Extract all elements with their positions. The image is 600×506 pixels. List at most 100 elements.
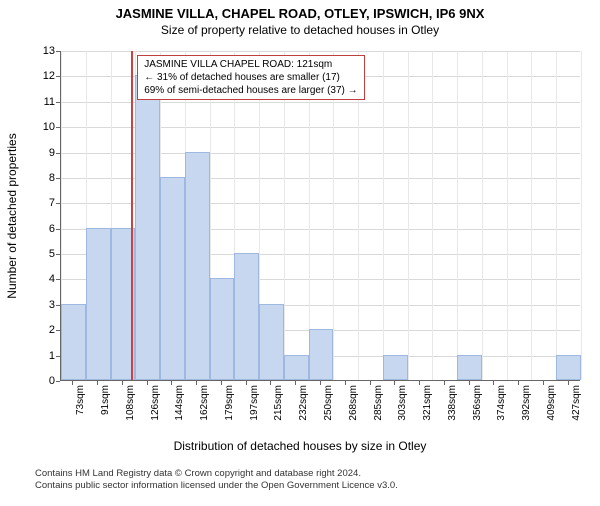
histogram-bar — [457, 355, 482, 380]
y-tick-mark — [56, 356, 60, 357]
x-tick-label: 285sqm — [373, 385, 384, 421]
y-tick-mark — [56, 203, 60, 204]
y-tick-label: 0 — [25, 375, 55, 387]
x-tick-mark — [221, 381, 222, 385]
gridline-v — [383, 51, 384, 380]
y-tick-mark — [56, 153, 60, 154]
y-tick-label: 8 — [25, 172, 55, 184]
footer-attribution: Contains HM Land Registry data © Crown c… — [35, 468, 398, 493]
gridline-v — [408, 51, 409, 380]
info-box-line: JASMINE VILLA CHAPEL ROAD: 121sqm — [144, 58, 357, 71]
x-tick-label: 268sqm — [348, 385, 359, 421]
gridline-h — [61, 51, 580, 52]
x-tick-mark — [147, 381, 148, 385]
histogram-bar — [284, 355, 309, 380]
x-tick-label: 108sqm — [125, 385, 136, 421]
y-tick-label: 12 — [25, 70, 55, 82]
x-tick-label: 232sqm — [298, 385, 309, 421]
gridline-v — [482, 51, 483, 380]
y-tick-mark — [56, 102, 60, 103]
y-tick-label: 11 — [25, 96, 55, 108]
info-box: JASMINE VILLA CHAPEL ROAD: 121sqm← 31% o… — [137, 55, 364, 100]
footer-line1: Contains HM Land Registry data © Crown c… — [35, 468, 398, 480]
y-axis-title: Number of detached properties — [5, 133, 19, 298]
y-tick-mark — [56, 76, 60, 77]
x-tick-label: 356sqm — [472, 385, 483, 421]
y-tick-mark — [56, 279, 60, 280]
histogram-bar — [86, 228, 111, 380]
x-tick-mark — [568, 381, 569, 385]
x-tick-mark — [518, 381, 519, 385]
x-tick-label: 73sqm — [75, 385, 86, 415]
x-tick-label: 303sqm — [397, 385, 408, 421]
x-tick-mark — [419, 381, 420, 385]
plot-area: JASMINE VILLA CHAPEL ROAD: 121sqm← 31% o… — [60, 51, 580, 381]
x-tick-label: 197sqm — [249, 385, 260, 421]
x-tick-mark — [196, 381, 197, 385]
x-tick-mark — [246, 381, 247, 385]
histogram-bar — [234, 253, 259, 380]
x-axis-title: Distribution of detached houses by size … — [0, 439, 600, 453]
gridline-v — [531, 51, 532, 380]
histogram-bar — [259, 304, 284, 380]
y-tick-mark — [56, 229, 60, 230]
x-tick-mark — [444, 381, 445, 385]
x-tick-mark — [469, 381, 470, 385]
x-tick-mark — [270, 381, 271, 385]
histogram-bar — [210, 278, 235, 380]
x-tick-label: 409sqm — [546, 385, 557, 421]
info-box-line: 69% of semi-detached houses are larger (… — [144, 84, 357, 97]
y-tick-label: 7 — [25, 197, 55, 209]
x-tick-label: 374sqm — [496, 385, 507, 421]
y-tick-mark — [56, 330, 60, 331]
x-tick-label: 392sqm — [521, 385, 532, 421]
x-tick-label: 91sqm — [100, 385, 111, 415]
y-tick-label: 13 — [25, 45, 55, 57]
y-tick-mark — [56, 381, 60, 382]
x-tick-label: 144sqm — [174, 385, 185, 421]
y-tick-label: 9 — [25, 147, 55, 159]
y-tick-mark — [56, 51, 60, 52]
gridline-v — [284, 51, 285, 380]
y-tick-mark — [56, 127, 60, 128]
y-tick-label: 10 — [25, 121, 55, 133]
x-tick-mark — [122, 381, 123, 385]
y-tick-mark — [56, 305, 60, 306]
histogram-bar — [383, 355, 408, 380]
x-tick-mark — [394, 381, 395, 385]
x-tick-label: 126sqm — [150, 385, 161, 421]
histogram-bar — [135, 75, 160, 380]
gridline-v — [556, 51, 557, 380]
gridline-v — [581, 51, 582, 380]
x-tick-mark — [493, 381, 494, 385]
x-tick-mark — [171, 381, 172, 385]
x-tick-mark — [345, 381, 346, 385]
y-tick-label: 4 — [25, 273, 55, 285]
gridline-v — [507, 51, 508, 380]
x-tick-mark — [320, 381, 321, 385]
x-tick-label: 338sqm — [447, 385, 458, 421]
histogram-bar — [160, 177, 185, 380]
footer-line2: Contains public sector information licen… — [35, 480, 398, 492]
histogram-bar — [61, 304, 86, 380]
x-tick-mark — [370, 381, 371, 385]
y-tick-mark — [56, 254, 60, 255]
chart-title-main: JASMINE VILLA, CHAPEL ROAD, OTLEY, IPSWI… — [0, 6, 600, 21]
x-tick-label: 179sqm — [224, 385, 235, 421]
x-tick-label: 162sqm — [199, 385, 210, 421]
x-tick-mark — [72, 381, 73, 385]
y-tick-label: 3 — [25, 299, 55, 311]
histogram-bar — [556, 355, 581, 380]
gridline-v — [333, 51, 334, 380]
x-tick-mark — [97, 381, 98, 385]
gridline-v — [457, 51, 458, 380]
info-box-line: ← 31% of detached houses are smaller (17… — [144, 71, 357, 84]
chart-title-sub: Size of property relative to detached ho… — [0, 23, 600, 37]
x-tick-mark — [543, 381, 544, 385]
y-tick-mark — [56, 178, 60, 179]
y-tick-label: 2 — [25, 324, 55, 336]
histogram-bar — [185, 152, 210, 380]
reference-line — [131, 51, 133, 380]
x-tick-label: 427sqm — [571, 385, 582, 421]
x-tick-label: 250sqm — [323, 385, 334, 421]
